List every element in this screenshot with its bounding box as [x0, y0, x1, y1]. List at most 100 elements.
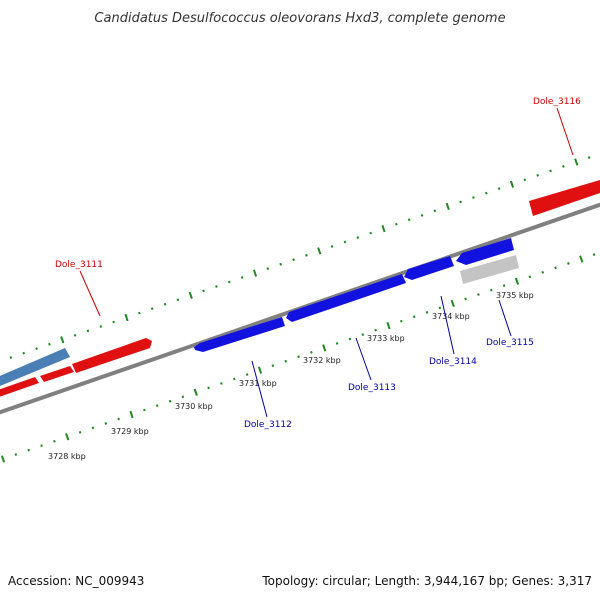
tick-mark: [400, 319, 403, 323]
tick-mark: [343, 240, 347, 244]
tick-mark: [381, 224, 386, 233]
tick-mark: [117, 417, 120, 421]
tick-mark: [554, 266, 557, 270]
tick-mark: [207, 386, 210, 390]
tick-mark: [91, 426, 95, 430]
tick-label: 3733 kbp: [367, 334, 405, 343]
tick-mark: [356, 236, 360, 239]
tick-mark: [124, 313, 129, 322]
tick-mark: [14, 453, 18, 456]
tick-mark: [509, 180, 515, 188]
tick-mark: [425, 310, 429, 314]
reverse-gene-track: [194, 238, 519, 352]
tick-label: 3732 kbp: [303, 356, 341, 365]
leader-line: [556, 107, 574, 156]
gene-label-dole-3113: Dole_3113: [348, 383, 396, 393]
tick-mark: [420, 213, 424, 217]
gene-arrow: [0, 377, 39, 397]
tick-mark: [472, 196, 475, 199]
tick-mark: [536, 173, 540, 177]
tick-mark: [163, 302, 167, 306]
tick-mark: [240, 276, 244, 279]
tick-label: 3734 kbp: [432, 312, 470, 321]
gene-label-dole-3114: Dole_3114: [429, 357, 477, 367]
tick-mark: [459, 200, 462, 204]
tick-mark: [129, 410, 134, 419]
tick-mark: [374, 328, 377, 332]
inner-tick-track: [0, 253, 596, 463]
gene-arrow: [529, 180, 600, 216]
gene-arrow: [404, 256, 454, 280]
tick-mark: [514, 277, 520, 285]
tick-mark: [348, 337, 352, 341]
tick-label: 3730 kbp: [175, 402, 213, 411]
tick-mark: [193, 388, 198, 396]
tick-mark: [386, 321, 391, 330]
map-title: Candidatus Desulfococcus oleovorans Hxd3…: [94, 11, 505, 26]
tick-mark: [73, 333, 77, 337]
tick-mark: [78, 430, 82, 434]
tick-mark: [176, 298, 180, 302]
tick-mark: [9, 356, 13, 359]
tick-mark: [369, 231, 372, 235]
tick-label: 3728 kbp: [48, 452, 86, 461]
tick-mark: [220, 382, 223, 385]
tick-mark: [407, 218, 411, 222]
tick-mark: [53, 439, 56, 443]
tick-mark: [215, 285, 218, 288]
gene-arrow: [286, 274, 406, 322]
gene-label-dole-3115: Dole_3115: [486, 338, 534, 348]
tick-mark: [168, 399, 172, 403]
gene-label-dole-3112: Dole_3112: [244, 420, 292, 430]
tick-mark: [305, 253, 308, 257]
tick-mark: [528, 275, 532, 279]
tick-mark: [541, 270, 545, 274]
tick-mark: [450, 299, 455, 308]
tick-mark: [464, 297, 467, 301]
gene-label-dole-3116: Dole_3116: [533, 97, 581, 107]
tick-mark: [181, 395, 185, 399]
tick-mark: [232, 377, 236, 381]
tick-mark: [143, 408, 146, 412]
tick-mark: [322, 344, 327, 352]
tick-mark: [497, 187, 501, 191]
tick-mark: [477, 293, 480, 296]
tick-mark: [257, 366, 263, 374]
tick-mark: [579, 255, 584, 263]
label-leaders: [79, 107, 574, 418]
tick-mark: [574, 158, 579, 166]
tick-mark: [438, 306, 442, 310]
tick-mark: [587, 156, 591, 159]
tick-mark: [138, 311, 141, 315]
tick-mark: [60, 336, 65, 344]
tick-mark: [297, 355, 300, 359]
outer-tick-track: [0, 156, 591, 365]
tick-mark: [0, 455, 6, 463]
tick-mark: [65, 433, 70, 441]
tick-mark: [266, 267, 270, 271]
tick-mark: [40, 444, 43, 448]
tick-mark: [22, 351, 26, 355]
tick-mark: [502, 284, 506, 288]
tick-mark: [104, 422, 108, 425]
tick-mark: [202, 289, 205, 293]
gene-arrow: [40, 366, 74, 382]
tick-mark: [279, 262, 283, 266]
leader-line: [251, 360, 268, 418]
tick-mark: [292, 258, 295, 262]
tick-mark: [361, 333, 365, 336]
accession-text: Accession: NC_009943: [8, 574, 144, 588]
gene-arrow: [456, 238, 514, 265]
gene-label-dole-3111: Dole_3111: [55, 260, 103, 270]
tick-mark: [433, 209, 437, 213]
leader-line: [440, 295, 455, 355]
tick-mark: [27, 448, 31, 452]
tick-mark: [395, 222, 398, 226]
tick-mark: [549, 169, 552, 173]
tick-mark: [245, 373, 249, 376]
tick-mark: [567, 262, 570, 265]
tick-mark: [150, 307, 154, 311]
tick-mark: [484, 191, 488, 195]
tick-mark: [188, 291, 193, 299]
